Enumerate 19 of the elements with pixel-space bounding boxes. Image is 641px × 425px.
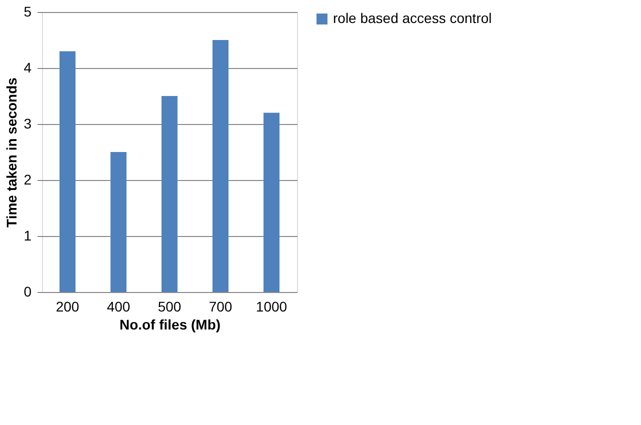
x-tick-label: 1000: [256, 298, 288, 314]
bar: [162, 96, 178, 292]
x-tick-label: 500: [158, 298, 182, 314]
bar: [212, 40, 228, 292]
x-tick-label: 200: [56, 298, 80, 314]
bar: [110, 152, 126, 292]
y-tick-label: 5: [24, 4, 32, 20]
y-tick-label: 3: [24, 116, 32, 132]
bar: [60, 51, 76, 292]
bar: [264, 112, 280, 292]
legend-label: role based access control: [333, 10, 492, 26]
y-tick-label: 4: [24, 60, 32, 76]
x-tick-label: 400: [106, 298, 130, 314]
y-tick-label: 1: [24, 228, 32, 244]
y-axis-title: Time taken in seconds: [4, 77, 20, 228]
x-axis-title: No.of files (Mb): [119, 316, 221, 332]
y-tick-label: 0: [24, 284, 32, 300]
x-tick-label: 700: [208, 298, 232, 314]
y-tick-label: 2: [24, 172, 32, 188]
